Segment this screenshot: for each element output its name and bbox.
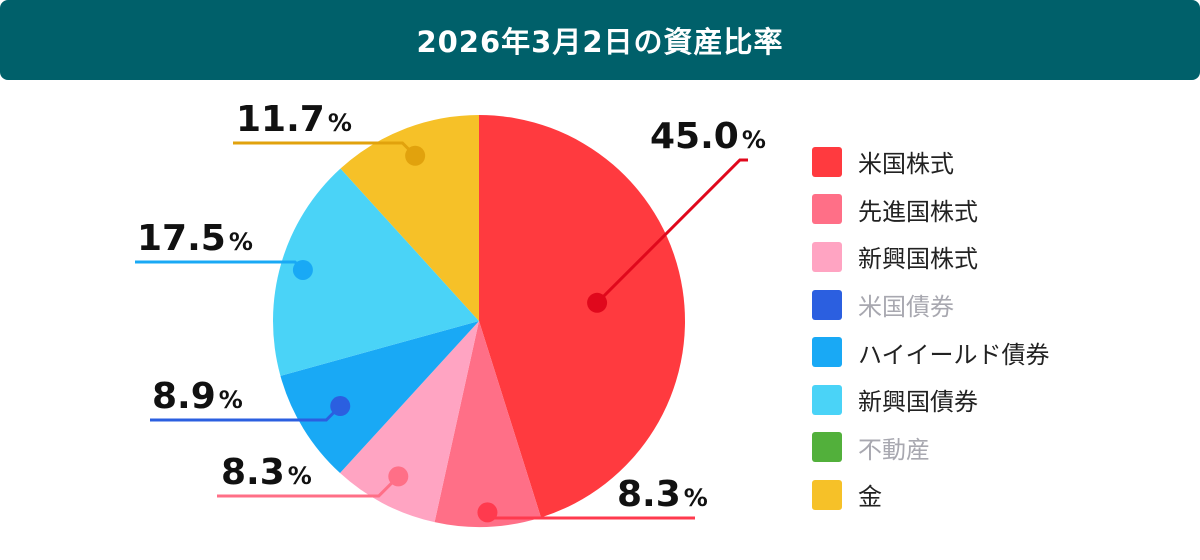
legend-label: 新興国株式	[858, 245, 978, 274]
slice-marker-dot	[405, 145, 426, 166]
slice-marker-dot	[292, 259, 313, 280]
pie-slice	[340, 321, 479, 523]
legend-item[interactable]: 米国債券	[812, 281, 1172, 329]
legend-swatch	[812, 384, 842, 415]
pie-slice	[434, 321, 541, 527]
legend-item[interactable]: 不動産	[812, 424, 1172, 472]
legend-label: ハイイールド債券	[858, 340, 1050, 369]
legend-swatch	[812, 194, 842, 225]
pie-slice	[479, 115, 686, 518]
legend-item[interactable]: 先進国株式	[812, 186, 1172, 234]
title-bar: 2026年3月2日の資産比率	[0, 0, 1200, 80]
legend-item[interactable]: 新興国債券	[812, 376, 1172, 424]
legend-swatch	[812, 241, 842, 272]
legend-swatch	[812, 146, 842, 177]
slice-percent-label: 17.5%	[137, 218, 253, 259]
slice-marker-dot	[330, 396, 351, 417]
pie-slice	[280, 321, 479, 474]
leader-line	[596, 158, 748, 304]
legend-label: 先進国株式	[858, 197, 978, 226]
legend-label: 米国株式	[858, 150, 954, 179]
legend-swatch	[812, 479, 842, 510]
legend-label: 新興国債券	[858, 388, 978, 417]
legend-label: 金	[858, 483, 882, 512]
chart-title: 2026年3月2日の資産比率	[416, 25, 784, 59]
slice-percent-label: 8.3%	[221, 452, 312, 493]
legend-swatch	[812, 432, 842, 463]
legend-item[interactable]: ハイイールド債券	[812, 328, 1172, 376]
slice-marker-dot	[388, 466, 409, 487]
legend-label: 不動産	[858, 435, 930, 464]
legend: 米国株式先進国株式新興国株式米国債券ハイイールド債券 新興国債券不動産金	[812, 138, 1172, 519]
legend-swatch	[812, 289, 842, 320]
slice-percent-label: 8.3%	[617, 474, 708, 515]
pie-slice	[340, 115, 479, 321]
legend-item[interactable]: 金	[812, 471, 1172, 519]
slice-marker-dot	[587, 292, 608, 313]
slice-percent-label: 8.9%	[152, 376, 243, 417]
slice-percent-label: 45.0%	[650, 116, 766, 157]
slice-marker-dot	[477, 502, 498, 523]
legend-item[interactable]: 米国株式	[812, 138, 1172, 186]
legend-label: 米国債券	[858, 293, 954, 322]
pie-slice	[273, 168, 479, 376]
slice-percent-label: 11.7%	[236, 99, 352, 140]
legend-item[interactable]: 新興国株式	[812, 233, 1172, 281]
legend-swatch	[812, 337, 842, 368]
leader-line	[135, 260, 304, 272]
